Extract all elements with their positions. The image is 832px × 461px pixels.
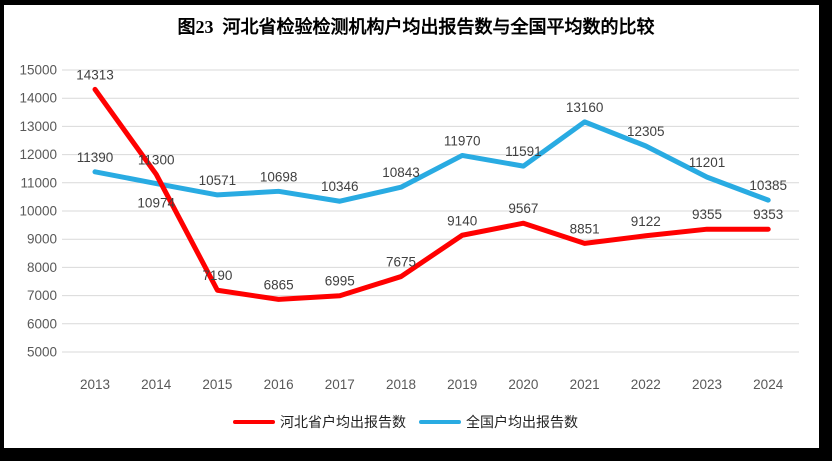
series-line-0 <box>92 86 771 302</box>
x-tick-label: 2016 <box>264 377 294 392</box>
x-tick-label: 2013 <box>80 377 110 392</box>
data-label-series0: 8851 <box>570 221 600 236</box>
y-tick-label: 6000 <box>27 316 57 331</box>
data-label-series1: 10974 <box>137 196 175 211</box>
legend-item-hebei: 河北省户均出报告数 <box>233 412 414 432</box>
data-label-series0: 9140 <box>447 213 477 228</box>
national-series-swatch-icon <box>419 420 461 424</box>
data-label-series0: 9122 <box>631 214 661 229</box>
data-label-series0: 11300 <box>138 152 175 167</box>
hebei-series-swatch-icon <box>233 420 275 424</box>
data-label-series0: 9355 <box>692 207 722 222</box>
data-label-series1: 10843 <box>382 165 420 180</box>
y-tick-label: 7000 <box>27 288 57 303</box>
data-label-series1: 11970 <box>444 133 481 148</box>
data-label-series0: 9353 <box>753 207 783 222</box>
chart-legend: 河北省户均出报告数 全国户均出报告数 <box>0 412 819 432</box>
x-tick-label: 2017 <box>325 377 355 392</box>
x-tick-label: 2019 <box>447 377 477 392</box>
data-label-series1: 12305 <box>627 124 665 139</box>
data-label-series1: 11591 <box>505 144 542 159</box>
x-tick-label: 2024 <box>753 377 784 392</box>
x-tick-label: 2015 <box>202 377 232 392</box>
y-tick-label: 15000 <box>19 63 57 78</box>
data-label-series0: 7190 <box>202 268 232 283</box>
x-tick-label: 2020 <box>508 377 538 392</box>
y-tick-label: 5000 <box>27 345 57 360</box>
data-label-series1: 10571 <box>199 173 237 188</box>
x-tick-label: 2018 <box>386 377 416 392</box>
y-tick-label: 12000 <box>19 147 57 162</box>
data-label-series0: 7675 <box>386 255 416 270</box>
data-label-series1: 10698 <box>260 169 298 184</box>
series-line-1 <box>92 119 771 204</box>
data-label-series0: 6865 <box>264 277 294 292</box>
x-tick-label: 2023 <box>692 377 722 392</box>
x-tick-label: 2021 <box>570 377 600 392</box>
data-label-series1: 13160 <box>566 100 604 115</box>
y-tick-label: 8000 <box>27 260 57 275</box>
x-tick-label: 2022 <box>631 377 661 392</box>
x-tick-label: 2014 <box>141 377 172 392</box>
y-tick-label: 14000 <box>19 91 57 106</box>
y-tick-label: 9000 <box>27 232 57 247</box>
data-label-series1: 11390 <box>77 150 114 165</box>
data-label-series1: 10346 <box>321 179 359 194</box>
data-label-series0: 9567 <box>508 201 538 216</box>
legend-label-hebei: 河北省户均出报告数 <box>280 414 406 430</box>
legend-item-national: 全国户均出报告数 <box>419 412 586 432</box>
legend-label-national: 全国户均出报告数 <box>466 414 578 430</box>
data-label-series1: 10385 <box>749 178 787 193</box>
y-tick-label: 11000 <box>20 175 57 190</box>
data-label-series0: 14313 <box>76 67 114 82</box>
data-label-series0: 6995 <box>325 274 355 289</box>
y-tick-label: 13000 <box>19 119 57 134</box>
data-label-series1: 11201 <box>689 155 726 170</box>
chart-title: 图23 河北省检验检测机构户均出报告数与全国平均数的比较 <box>177 17 655 37</box>
y-tick-label: 10000 <box>19 204 57 219</box>
